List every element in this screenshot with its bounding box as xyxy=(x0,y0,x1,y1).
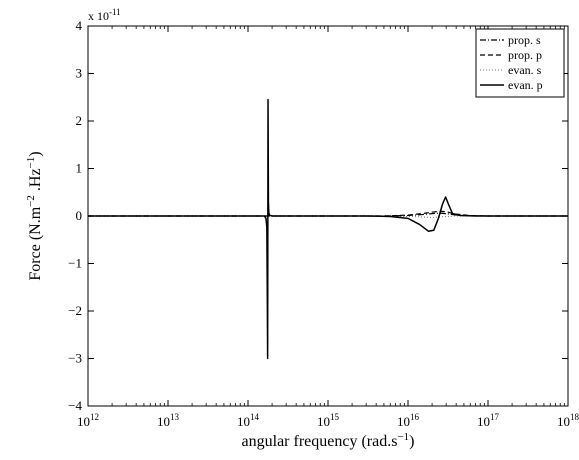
x-axis-label: angular frequency (rad.s−1) xyxy=(242,431,415,450)
x-axis-label-sup: −1 xyxy=(397,431,409,443)
x-tick-label-exponent: 13 xyxy=(170,412,180,422)
y-axis-label-b: .Hz xyxy=(27,168,44,195)
y-multiplier-exponent: -11 xyxy=(109,7,121,17)
x-tick-label-base: 10 xyxy=(557,414,570,429)
x-tick-label-base: 10 xyxy=(477,414,490,429)
legend-label: prop. p xyxy=(508,48,542,62)
y-multiplier-label: x 10-11 xyxy=(88,7,121,23)
x-tick-label: 1018 xyxy=(557,412,579,429)
x-tick-label-exponent: 18 xyxy=(570,412,579,422)
x-tick-label: 1016 xyxy=(397,412,420,429)
y-tick-label: −1 xyxy=(68,256,82,271)
x-tick-label-base: 10 xyxy=(237,414,250,429)
series-line-evan-p xyxy=(88,98,568,360)
x-tick-label-exponent: 17 xyxy=(490,412,500,422)
y-axis-label-a: Force (N.m xyxy=(27,206,44,280)
y-tick-label: 4 xyxy=(76,18,83,33)
y-tick-label: 0 xyxy=(76,208,83,223)
y-tick-label: −4 xyxy=(68,398,82,413)
y-tick-label: 1 xyxy=(76,161,83,176)
x-tick-label: 1012 xyxy=(77,412,99,429)
x-tick-label-exponent: 16 xyxy=(410,412,420,422)
ticks-layer: 1012 1013 1014 1015 1016 1017 1018−4−3−2−10123… xyxy=(68,18,579,429)
x-tick-label-exponent: 12 xyxy=(90,412,99,422)
x-tick-label-base: 10 xyxy=(77,414,90,429)
x-tick-label: 1015 xyxy=(317,412,340,429)
x-tick-label: 1014 xyxy=(237,412,260,429)
y-multiplier-text: x 10 xyxy=(88,9,109,23)
x-tick-label-base: 10 xyxy=(397,414,410,429)
x-tick-label-base: 10 xyxy=(157,414,170,429)
x-tick-label-exponent: 14 xyxy=(250,412,260,422)
x-tick-label-base: 10 xyxy=(317,414,330,429)
x-tick-label: 1017 xyxy=(477,412,500,429)
y-tick-label: −2 xyxy=(68,303,82,318)
x-tick-label-exponent: 15 xyxy=(330,412,340,422)
legend-label: evan. s xyxy=(508,63,542,77)
y-tick-label: 2 xyxy=(76,113,83,128)
y-axis-label-c: ) xyxy=(27,151,44,156)
y-axis-label: Force (N.m−2 .Hz−1) xyxy=(25,151,44,280)
legend-label: prop. s xyxy=(508,33,541,47)
x-axis-label-end: ) xyxy=(409,433,414,450)
series-layer xyxy=(88,98,568,360)
x-tick-label: 1013 xyxy=(157,412,180,429)
y-tick-label: 3 xyxy=(76,66,83,81)
y-axis-label-sup2: −1 xyxy=(25,157,37,169)
y-tick-label: −3 xyxy=(68,351,82,366)
x-axis-label-text: angular frequency (rad.s xyxy=(242,433,398,450)
y-axis-label-sup1: −2 xyxy=(25,195,37,207)
legend-label: evan. p xyxy=(508,78,543,92)
